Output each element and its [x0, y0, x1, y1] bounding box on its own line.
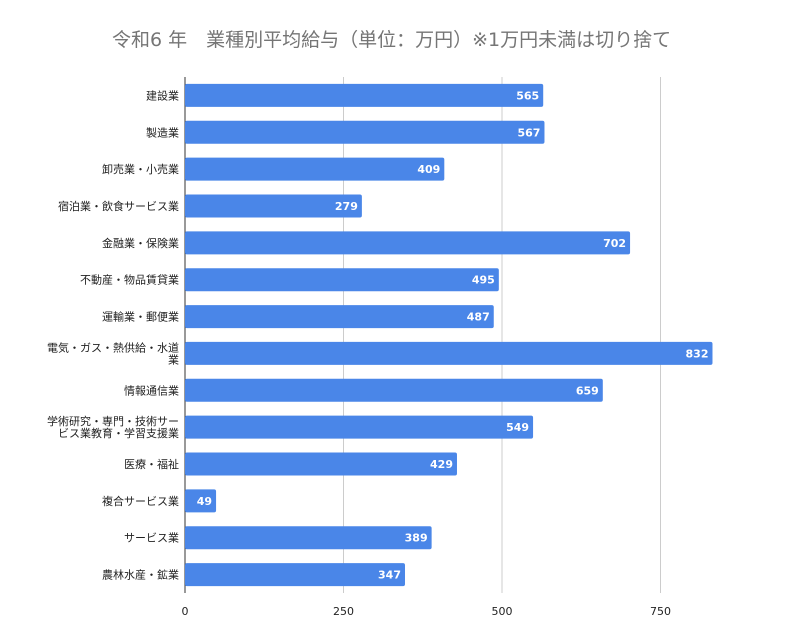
bar: [185, 489, 217, 513]
x-tick-label: 750: [650, 605, 671, 618]
category-label: 宿泊業・飲食サービス業: [58, 199, 179, 213]
bar: [185, 563, 405, 587]
data-label: 347: [378, 569, 401, 582]
category-label: 建設業: [146, 88, 179, 102]
bar: [185, 120, 545, 144]
category-label: 卸売業・小売業: [102, 162, 179, 176]
category-label: ビス業教育・学習支援業: [58, 426, 179, 440]
data-label: 279: [335, 200, 358, 213]
bar: [185, 231, 631, 255]
data-label: 659: [576, 384, 599, 397]
category-label: 金融業・保険業: [102, 236, 179, 250]
data-label: 429: [430, 458, 453, 471]
bar: [185, 305, 494, 329]
bar: [185, 268, 499, 292]
category-label: 農林水産・鉱業: [102, 568, 179, 582]
category-label: 電気・ガス・熱供給・水道: [47, 340, 179, 354]
category-label: 製造業: [146, 125, 179, 139]
category-label: 学術研究・専門・技術サー: [47, 414, 179, 428]
category-label: 運輸業・郵便業: [102, 310, 179, 324]
data-label: 389: [405, 532, 428, 545]
bar: [185, 526, 432, 550]
category-label: 業: [168, 353, 179, 366]
data-label: 487: [467, 311, 490, 324]
category-label: 不動産・物品賃貸業: [80, 273, 179, 287]
bar: [185, 378, 603, 402]
bar: [185, 83, 544, 107]
bar: [185, 341, 713, 365]
category-label: 医療・福祉: [124, 457, 179, 471]
data-label: 409: [417, 163, 440, 176]
category-label: 情報通信業: [124, 384, 179, 397]
data-label: 49: [197, 495, 212, 508]
category-label: サービス業: [124, 532, 179, 545]
data-label: 495: [472, 274, 495, 287]
bars: 565 567 409 279 702 495 487 832 659 549 429 49 389 34…: [185, 83, 713, 587]
data-label: 565: [516, 89, 539, 102]
chart-title: 令和6 年 業種別平均給与（単位：万円）※1万円未満は切り捨て: [112, 29, 671, 51]
bar: [185, 415, 534, 439]
x-axis-ticks: 0 250 500 750: [182, 605, 672, 618]
bar: [185, 452, 457, 476]
bar: [185, 194, 362, 218]
category-labels: 建設業製造業卸売業・小売業宿泊業・飲食サービス業金融業・保険業不動産・物品賃貸業…: [47, 88, 179, 581]
gridlines: [184, 77, 661, 593]
x-tick-label: 0: [182, 605, 189, 618]
x-tick-label: 500: [492, 605, 513, 618]
bar: [185, 157, 445, 181]
x-tick-label: 250: [333, 605, 354, 618]
data-label: 567: [518, 126, 541, 139]
category-label: 複合サービス業: [102, 494, 179, 508]
data-label: 549: [506, 421, 529, 434]
data-label: 702: [603, 237, 626, 250]
data-label: 832: [686, 347, 709, 360]
